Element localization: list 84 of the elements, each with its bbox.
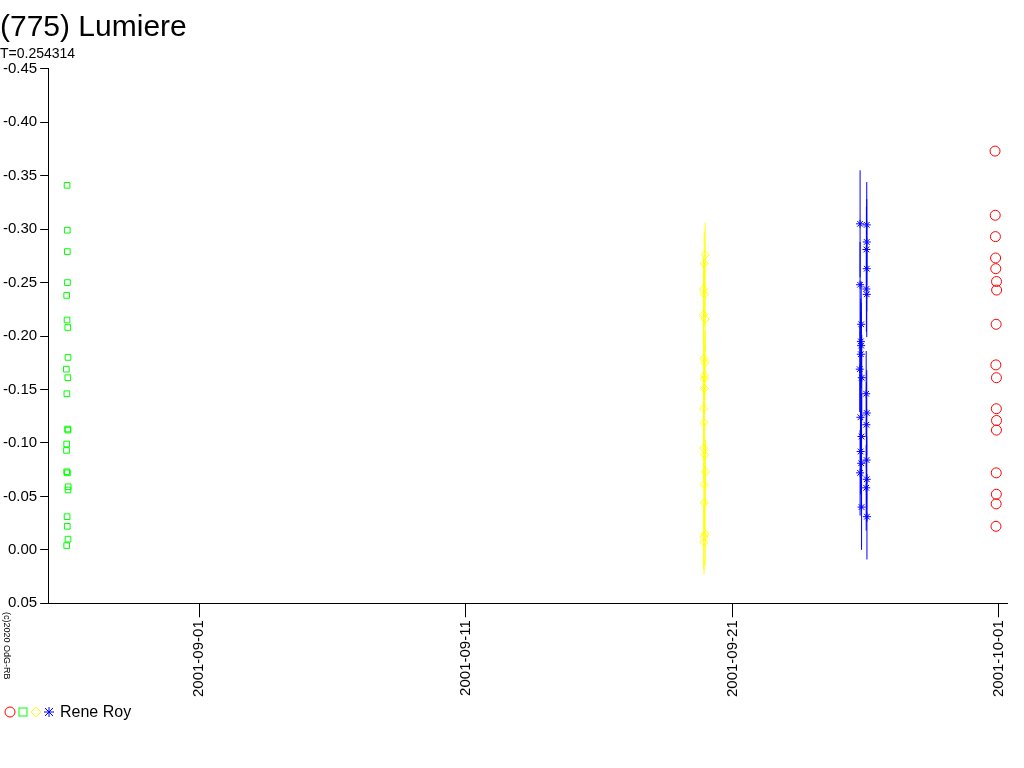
point	[989, 231, 1001, 243]
point	[990, 372, 1002, 384]
point	[699, 443, 709, 453]
point	[989, 209, 1001, 221]
point	[991, 284, 1003, 296]
point	[990, 252, 1002, 264]
y-tick-label: -0.25	[2, 272, 38, 290]
point	[861, 420, 871, 430]
point	[700, 467, 710, 477]
point	[862, 264, 872, 274]
point	[64, 535, 72, 543]
point	[857, 373, 867, 383]
point	[699, 498, 709, 508]
x-tick-label: 2001-09-01	[189, 620, 207, 698]
y-tick-label: -0.30	[2, 219, 38, 237]
point	[698, 404, 708, 414]
y-tick-label: -0.15	[2, 379, 38, 397]
point	[990, 488, 1002, 500]
point	[63, 390, 71, 398]
point	[700, 314, 710, 324]
point	[857, 432, 867, 442]
point	[855, 468, 865, 478]
point	[63, 440, 71, 448]
point	[990, 498, 1002, 510]
y-tick-label: -0.10	[2, 433, 38, 451]
point	[855, 219, 865, 229]
point	[699, 258, 709, 268]
point	[64, 279, 71, 286]
point	[700, 450, 710, 460]
point	[861, 483, 871, 493]
point	[63, 226, 71, 234]
point	[856, 349, 866, 359]
point	[855, 364, 865, 374]
point	[862, 220, 872, 230]
point	[990, 467, 1002, 479]
point	[855, 280, 865, 290]
point	[63, 447, 70, 454]
point	[989, 145, 1001, 157]
x-tick-label: 2001-09-21	[722, 620, 740, 698]
point	[862, 408, 872, 418]
point	[991, 276, 1003, 288]
y-tick-label: 0.00	[7, 539, 38, 557]
point	[699, 418, 709, 428]
y-tick-label: -0.05	[2, 486, 38, 504]
point	[855, 412, 865, 422]
point	[63, 513, 71, 521]
point	[990, 318, 1002, 330]
point	[63, 365, 70, 373]
legend-title: Rene Roy	[60, 703, 132, 721]
point	[991, 414, 1003, 426]
y-tick-label: -0.20	[2, 326, 38, 344]
point	[862, 512, 872, 522]
x-tick-label: 2001-10-01	[989, 620, 1007, 698]
point	[63, 292, 71, 299]
point	[64, 483, 72, 491]
point	[700, 250, 710, 260]
y-tick-label: -0.40	[2, 112, 38, 130]
point	[63, 542, 71, 549]
chart-title: (775) Lumiere	[0, 9, 187, 43]
point	[700, 358, 710, 368]
point	[990, 263, 1002, 275]
point	[64, 486, 72, 494]
point	[64, 324, 72, 331]
y-tick-label: 0.05	[7, 593, 38, 611]
point	[63, 522, 71, 530]
text: (c)2020 OdG-RB	[2, 612, 12, 680]
point	[64, 354, 72, 361]
point	[857, 502, 867, 512]
point	[63, 316, 71, 324]
point	[63, 181, 71, 189]
point	[861, 244, 871, 254]
point	[699, 537, 709, 547]
point	[698, 284, 708, 294]
point	[990, 424, 1002, 436]
point	[698, 310, 708, 320]
point	[990, 403, 1002, 415]
point	[990, 359, 1002, 371]
point	[64, 374, 72, 382]
point	[990, 520, 1002, 532]
point	[64, 248, 71, 255]
point	[699, 353, 709, 363]
y-tick-label: -0.35	[2, 165, 38, 183]
x-tick-label: 2001-09-11	[455, 620, 473, 696]
point	[699, 480, 709, 490]
